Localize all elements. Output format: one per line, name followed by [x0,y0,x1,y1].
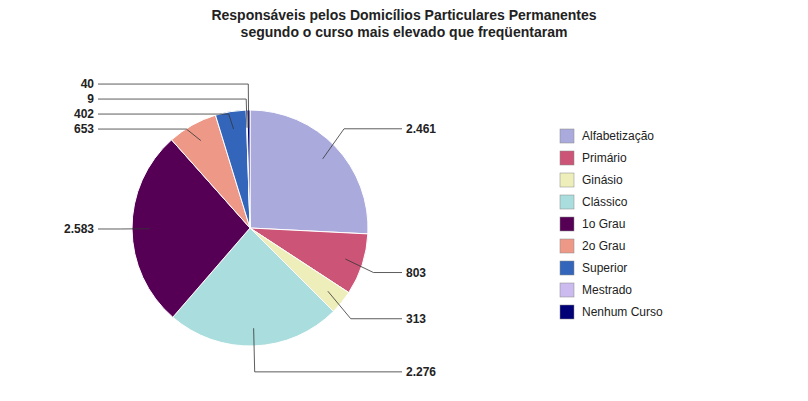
legend-item: Mestrado [560,283,632,297]
leader-line [98,228,150,229]
legend-swatch [560,129,574,143]
legend-label: 2o Grau [582,239,625,253]
legend-label: 1o Grau [582,217,625,231]
data-label: 653 [74,122,94,136]
leader-line [98,114,234,129]
legend-item: Nenhum Curso [560,305,663,319]
legend: Alfabetização Primário Ginásio Clássico 1o G… [560,129,663,319]
data-labels: 2.461 803 313 2.276 2.583 653402940 [64,77,436,379]
title-line: Responsáveis pelos Domicílios Particular… [211,7,596,23]
legend-swatch [560,195,574,209]
legend-swatch [560,217,574,231]
legend-swatch [560,283,574,297]
legend-item: Ginásio [560,173,623,187]
data-label: 803 [406,266,426,280]
legend-item: Primário [560,151,627,165]
legend-swatch [560,239,574,253]
legend-swatch [560,173,574,187]
data-label: 313 [406,312,426,326]
data-label: 2.583 [64,222,94,236]
legend-label: Alfabetização [582,129,654,143]
legend-label: Clássico [582,195,628,209]
legend-item: 2o Grau [560,239,625,253]
data-label: 2.276 [406,365,436,379]
title: Responsáveis pelos Domicílios Particular… [211,7,596,40]
leader-line [345,259,402,273]
legend-item: Alfabetização [560,129,654,143]
legend-item: Clássico [560,195,628,209]
data-label: 9 [87,92,94,106]
leader-line [98,129,201,141]
legend-label: Mestrado [582,283,632,297]
data-label: 40 [81,77,95,91]
legend-swatch [560,151,574,165]
leader-line [98,84,249,128]
leader-line [254,328,402,372]
leader-line [98,99,247,128]
legend-label: Superior [582,261,627,275]
leader-line [323,129,402,159]
data-label: 2.461 [406,122,436,136]
leader-line [328,291,402,319]
data-label: 402 [74,107,94,121]
legend-label: Ginásio [582,173,623,187]
legend-label: Nenhum Curso [582,305,663,319]
title-line: segundo o curso mais elevado que freqüen… [241,24,568,40]
legend-swatch [560,261,574,275]
legend-item: 1o Grau [560,217,625,231]
legend-swatch [560,305,574,319]
chart: Responsáveis pelos Domicílios Particular… [0,0,808,401]
legend-label: Primário [582,151,627,165]
legend-item: Superior [560,261,627,275]
